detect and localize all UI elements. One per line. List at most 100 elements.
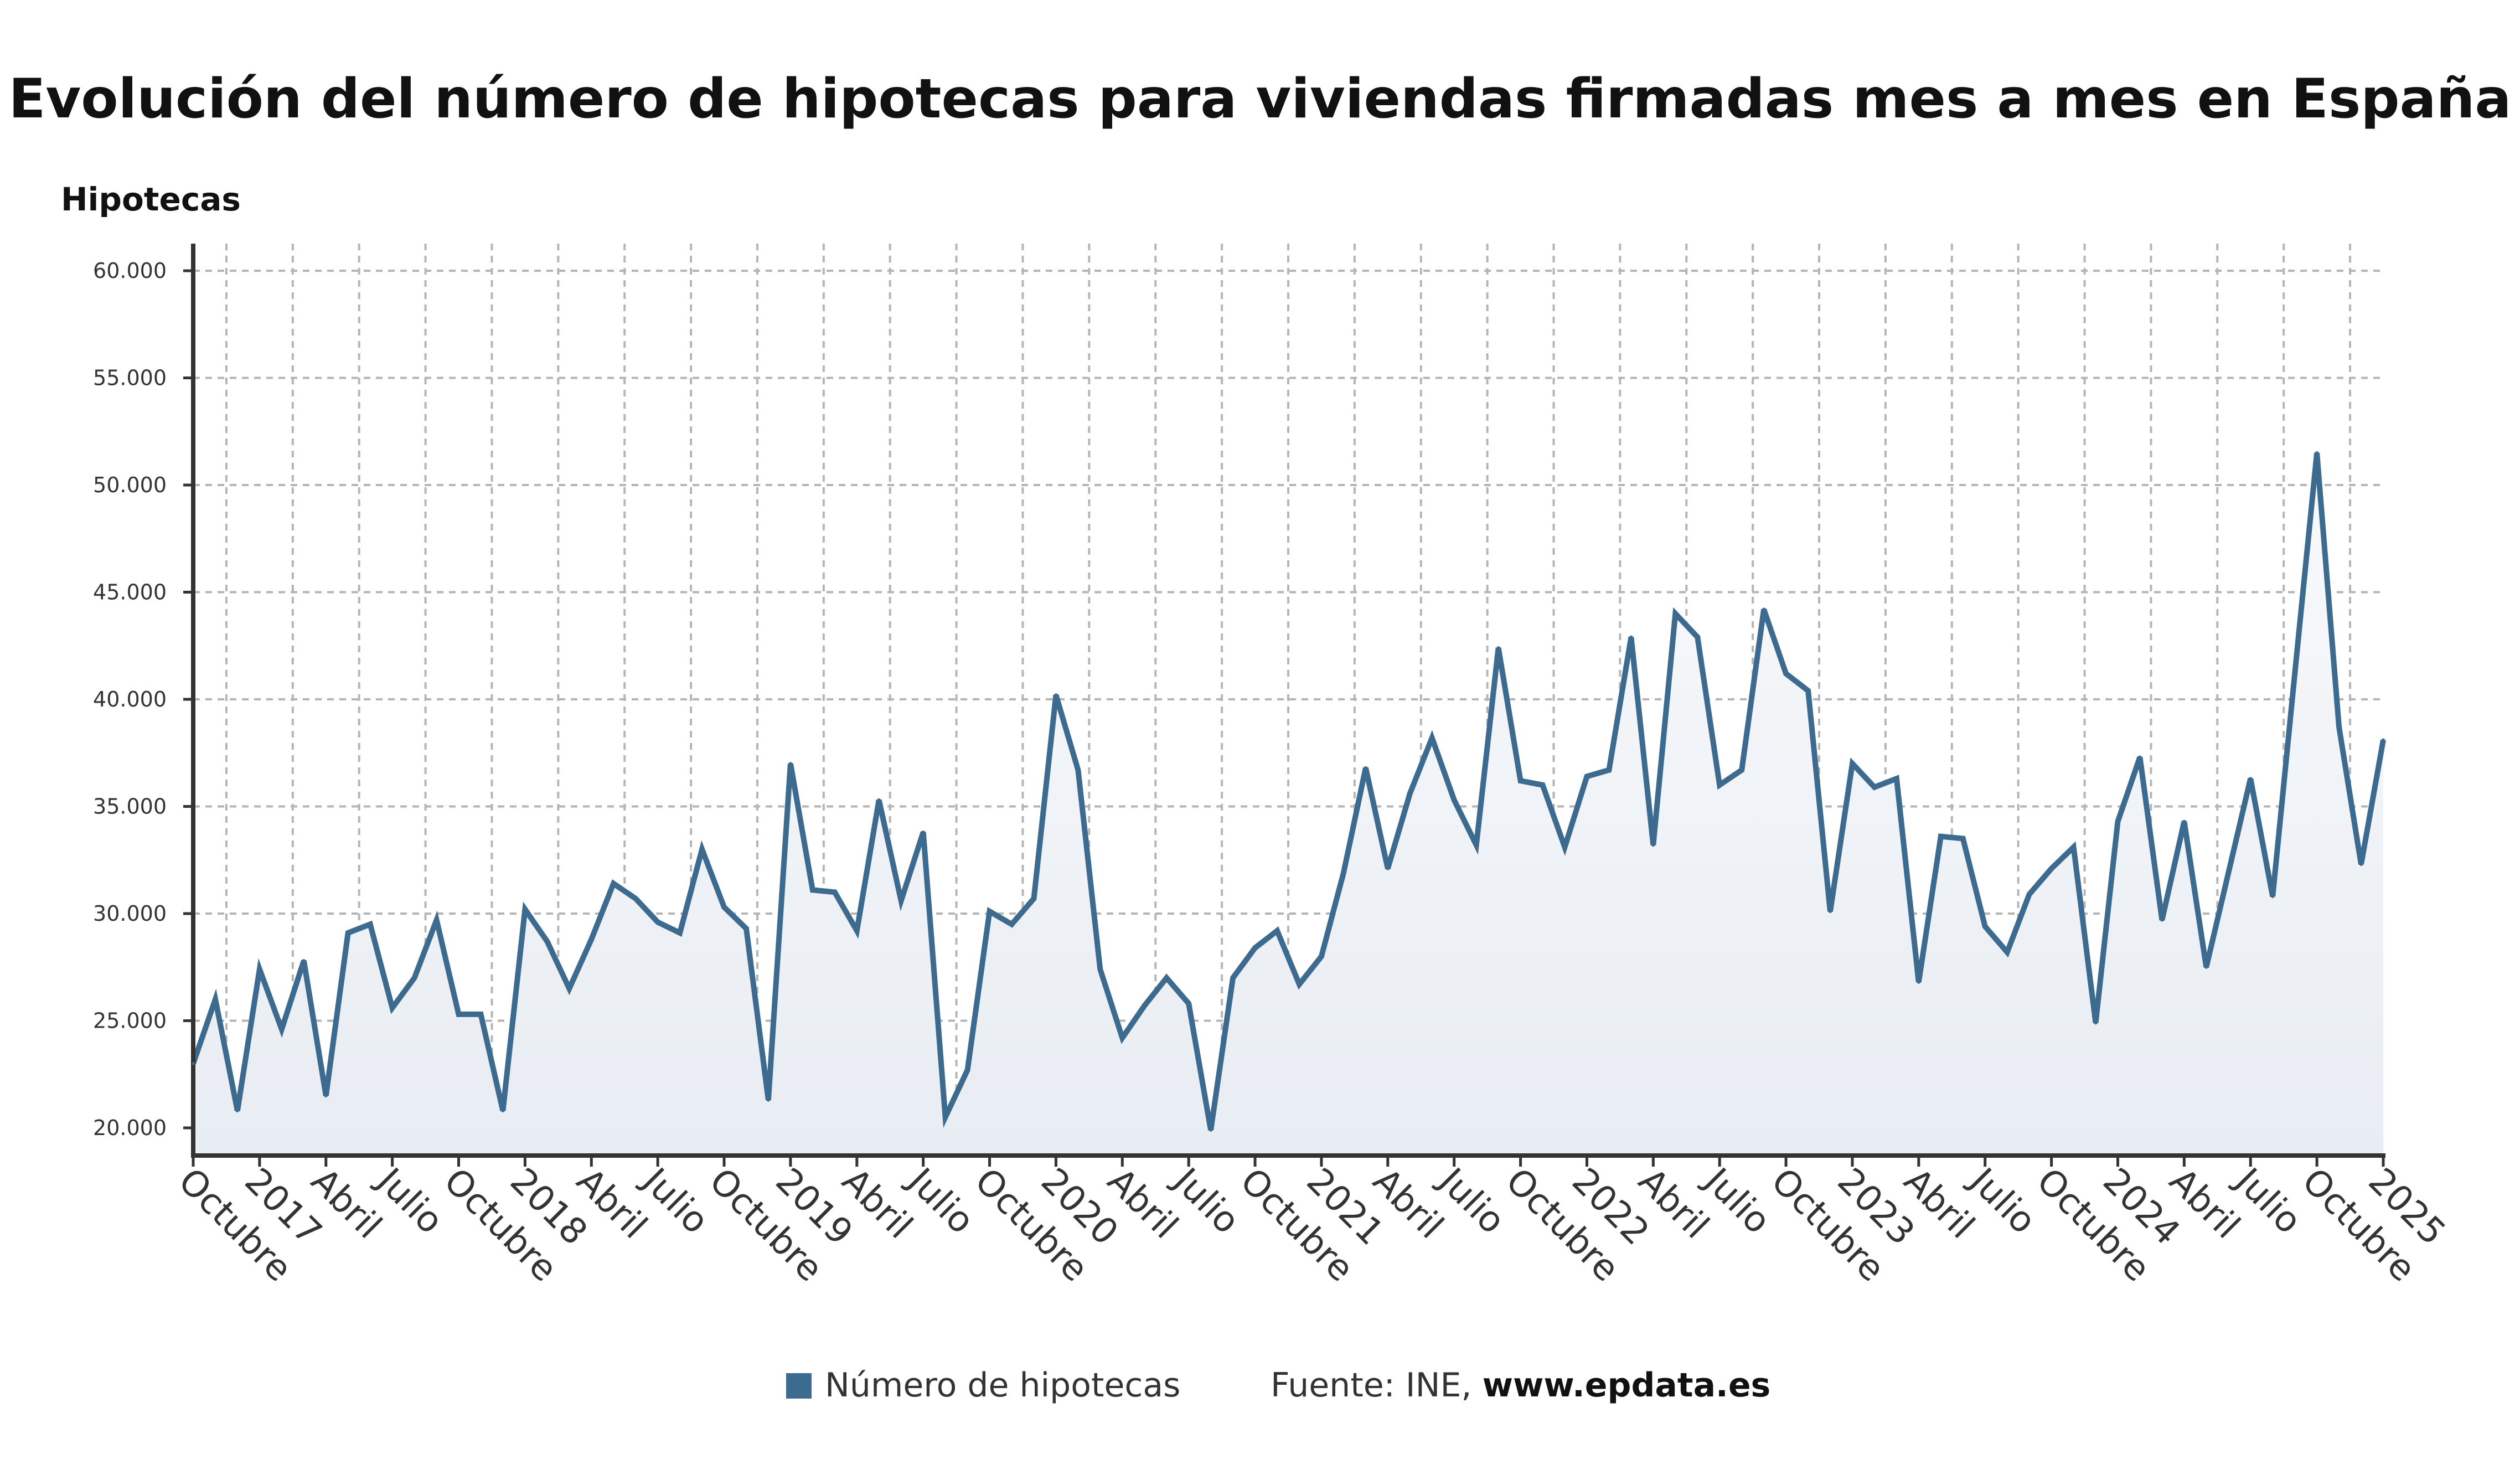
data-point — [501, 1109, 505, 1113]
data-point — [1850, 762, 1854, 766]
data-point — [1585, 775, 1589, 778]
data-point — [656, 920, 660, 924]
data-point — [567, 987, 571, 991]
data-point — [1651, 843, 1655, 847]
data-point — [1939, 834, 1943, 838]
data-point — [1076, 768, 1080, 772]
data-point — [2094, 1021, 2098, 1025]
y-tick-label: 35.000 — [93, 795, 167, 819]
data-point — [899, 899, 903, 903]
data-point — [2138, 755, 2142, 759]
data-point — [634, 896, 638, 900]
data-point — [988, 910, 992, 914]
data-point — [1872, 785, 1876, 789]
data-point — [1408, 792, 1412, 796]
chart-title: Evolución del número de hipotecas para v… — [8, 68, 2511, 131]
y-tick-label: 25.000 — [93, 1009, 167, 1033]
legend-label: Número de hipotecas — [825, 1366, 1180, 1405]
data-point — [257, 967, 261, 971]
data-point — [435, 918, 438, 922]
data-point — [2227, 871, 2230, 875]
x-tick-label: Julio — [1695, 1159, 1778, 1242]
data-point — [1231, 976, 1235, 980]
data-point — [2204, 965, 2208, 969]
y-tick-label: 30.000 — [93, 901, 167, 926]
source-link[interactable]: www.epdata.es — [1483, 1366, 1771, 1405]
data-point — [2382, 738, 2385, 742]
data-point — [1983, 925, 1987, 929]
data-point — [2315, 451, 2319, 455]
data-point — [2293, 672, 2297, 675]
y-tick-label: 50.000 — [93, 473, 167, 497]
data-point — [1696, 635, 1700, 639]
data-point — [2337, 725, 2341, 729]
data-point — [1276, 929, 1279, 932]
data-point — [1961, 837, 1965, 840]
data-point — [479, 1012, 483, 1016]
data-point — [1319, 955, 1323, 958]
legend: Número de hipotecas Fuente: INE, www.epd… — [786, 1366, 1770, 1405]
y-tick-label: 40.000 — [93, 687, 167, 711]
data-point — [1806, 689, 1810, 693]
data-point — [1120, 1036, 1124, 1040]
data-point — [921, 830, 925, 834]
data-point — [810, 888, 814, 892]
source-text: Fuente: INE, www.epdata.es — [1271, 1366, 1770, 1405]
data-point — [324, 1094, 328, 1097]
data-point — [457, 1012, 461, 1016]
data-point — [1474, 843, 1478, 847]
data-point — [523, 907, 527, 911]
data-point — [1917, 980, 1920, 984]
data-point — [788, 762, 792, 766]
data-point — [1894, 777, 1898, 781]
data-point — [1607, 768, 1611, 772]
data-point — [192, 1061, 195, 1065]
data-point — [1541, 783, 1545, 787]
y-tick-label: 55.000 — [93, 366, 167, 390]
data-point — [2005, 950, 2009, 954]
data-point — [855, 929, 859, 932]
data-point — [2249, 777, 2253, 781]
data-point — [1187, 1002, 1191, 1005]
legend-swatch — [786, 1373, 812, 1399]
data-point — [1143, 1004, 1147, 1008]
x-tick-label: Julio — [1164, 1159, 1247, 1242]
data-point — [2182, 819, 2186, 823]
data-point — [1674, 612, 1677, 616]
data-point — [545, 940, 549, 943]
x-tick-label: Julio — [899, 1159, 982, 1242]
data-point — [590, 937, 593, 941]
y-tick-label: 60.000 — [93, 259, 167, 283]
y-tick-label: 20.000 — [93, 1116, 167, 1140]
data-point — [744, 927, 748, 931]
data-point — [1430, 736, 1434, 740]
data-point — [1496, 646, 1500, 650]
data-point — [1165, 976, 1169, 980]
x-tick-label: Julio — [368, 1159, 451, 1242]
data-point — [700, 847, 704, 851]
x-tick-label: Julio — [633, 1159, 716, 1242]
data-point — [722, 905, 726, 909]
data-point — [1762, 607, 1766, 611]
data-point — [1563, 845, 1567, 849]
data-point — [2160, 918, 2164, 922]
data-point — [2072, 845, 2075, 849]
data-point — [302, 959, 306, 963]
y-tick-label: 45.000 — [93, 580, 167, 605]
x-ticks: Octubre2017AbrilJulioOctubre2018AbrilJul… — [171, 1156, 2453, 1290]
data-point — [678, 931, 682, 935]
data-point — [877, 798, 881, 802]
data-point — [213, 997, 217, 1001]
data-point — [390, 1006, 394, 1010]
data-point — [346, 931, 350, 935]
series-area — [193, 453, 2383, 1156]
data-point — [1098, 967, 1102, 971]
data-point — [280, 1027, 283, 1031]
data-point — [1032, 896, 1036, 900]
data-point — [943, 1115, 947, 1119]
data-point — [1364, 766, 1367, 770]
x-tick-label: Julio — [1961, 1159, 2044, 1242]
x-tick-label: Julio — [1430, 1159, 1513, 1242]
data-point — [1010, 922, 1014, 926]
